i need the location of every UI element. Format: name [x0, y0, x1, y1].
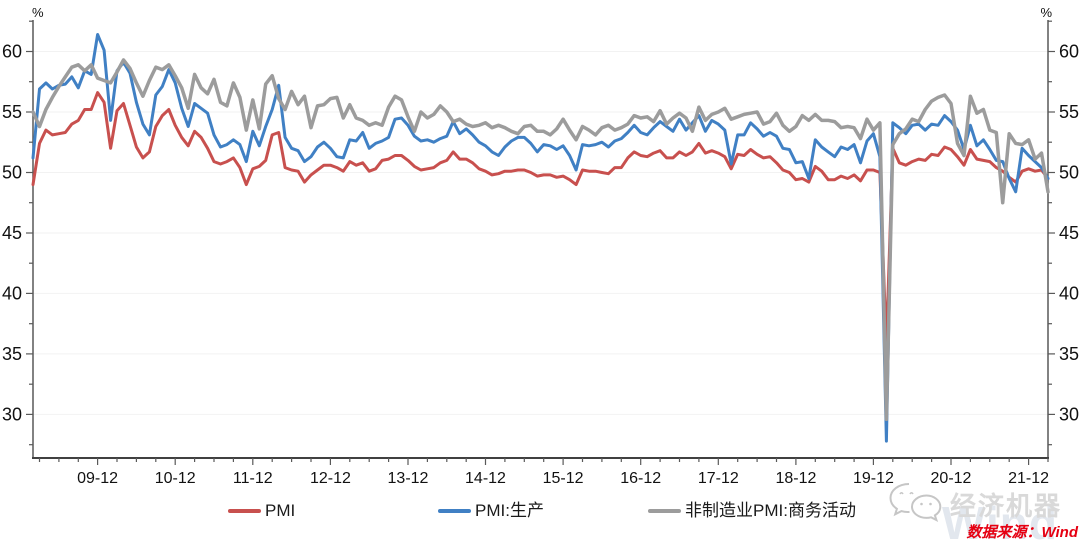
- y-tick-label: 40: [1059, 283, 1079, 303]
- y-tick-label: 60: [1059, 41, 1079, 61]
- legend-swatch-pmi-production: [438, 509, 471, 513]
- y-axis-unit-right: %: [1040, 5, 1052, 20]
- x-tick-label: 21-12: [1008, 470, 1049, 487]
- y-tick-label: 55: [2, 102, 22, 122]
- y-tick-label: 55: [1059, 102, 1079, 122]
- y-tick-label: 40: [2, 283, 22, 303]
- y-tick-label: 60: [2, 41, 22, 61]
- x-tick-label: 09-12: [77, 470, 118, 487]
- y-tick-label: 30: [1059, 404, 1079, 424]
- x-tick-label: 18-12: [775, 470, 816, 487]
- x-tick-label: 11-12: [233, 470, 273, 487]
- legend-label-pmi: PMI: [265, 501, 296, 520]
- legend-item-pmi: PMI: [228, 500, 295, 522]
- legend-swatch-nonmfg-pmi: [648, 509, 681, 513]
- y-tick-label: 35: [2, 344, 22, 364]
- y-tick-label: 45: [1059, 223, 1079, 243]
- y-tick-label: 50: [1059, 162, 1079, 182]
- x-tick-label: 10-12: [155, 470, 196, 487]
- legend-item-pmi-production: PMI:生产: [438, 500, 544, 522]
- legend-label-pmi-production: PMI:生产: [475, 501, 544, 520]
- legend-item-nonmfg-pmi: 非制造业PMI:商务活动: [648, 500, 856, 522]
- legend-swatch-pmi: [228, 509, 261, 513]
- y-axis-unit-left: %: [32, 5, 44, 20]
- x-tick-label: 14-12: [465, 470, 506, 487]
- x-tick-label: 13-12: [388, 470, 429, 487]
- x-tick-label: 19-12: [853, 470, 894, 487]
- x-tick-label: 17-12: [698, 470, 739, 487]
- y-tick-label: 45: [2, 223, 22, 243]
- legend-label-nonmfg-pmi: 非制造业PMI:商务活动: [685, 501, 856, 520]
- x-tick-label: 15-12: [543, 470, 584, 487]
- x-tick-label: 20-12: [931, 470, 972, 487]
- data-source-note: 数据来源：Wind: [966, 524, 1078, 541]
- x-tick-label: 16-12: [620, 470, 661, 487]
- y-tick-label: 50: [2, 162, 22, 182]
- y-tick-label: 30: [2, 404, 22, 424]
- x-tick-label: 12-12: [310, 470, 351, 487]
- series-line-2: [31, 58, 1050, 422]
- y-tick-label: 35: [1059, 344, 1079, 364]
